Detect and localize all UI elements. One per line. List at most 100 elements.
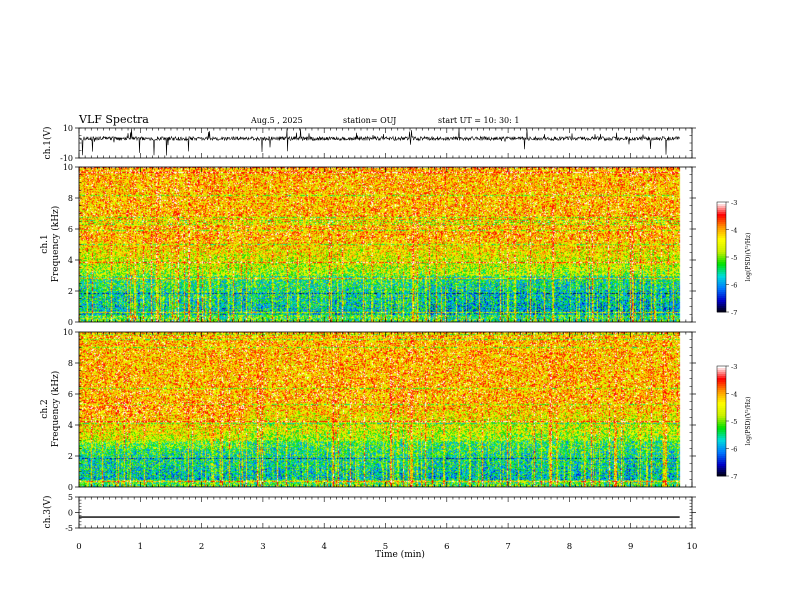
ch2-spectrogram-ylabel: Frequency (kHz) — [50, 371, 61, 448]
colorbar-swatch — [717, 226, 726, 229]
colorbar-swatch — [717, 310, 726, 313]
colorbar-swatch — [717, 458, 726, 461]
colorbar-swatch — [717, 272, 726, 275]
colorbar-swatch — [717, 222, 726, 225]
colorbar-swatch — [717, 296, 726, 299]
colorbar-swatch — [717, 368, 726, 371]
ch3-waveform-panel: 5 0 -5 ch.3(V) — [42, 493, 696, 533]
time-tick-label: 4 — [321, 542, 326, 552]
colorbar-swatch — [717, 228, 726, 231]
time-tick-label: 3 — [260, 542, 265, 552]
time-tick-label: 10 — [687, 542, 698, 552]
colorbar-swatch — [717, 242, 726, 245]
colorbar-swatch — [717, 240, 726, 243]
y-tick-label: 2 — [68, 452, 73, 461]
colorbar-swatch — [717, 298, 726, 301]
colorbar-swatch — [717, 404, 726, 407]
colorbar-swatch — [717, 420, 726, 423]
colorbar-swatch — [717, 212, 726, 215]
colorbar-label: log(PSD)(V²/Hz) — [745, 233, 752, 282]
colorbar-swatch — [717, 456, 726, 459]
y-tick-label: 0 — [68, 318, 73, 327]
colorbar-swatch — [717, 410, 726, 413]
colorbar-swatch — [717, 432, 726, 435]
y-tick-label: -10 — [60, 154, 73, 163]
colorbar-swatch — [717, 250, 726, 253]
colorbar-swatch — [717, 372, 726, 375]
colorbar-swatch — [717, 460, 726, 463]
colorbar-swatch — [717, 412, 726, 415]
colorbar-swatch — [717, 280, 726, 283]
colorbar-tick-label: -4 — [731, 391, 737, 399]
colorbar-swatch — [717, 248, 726, 251]
colorbar-swatch — [717, 210, 726, 213]
colorbar-swatch — [717, 394, 726, 397]
colorbar-swatch — [717, 392, 726, 395]
colorbar-swatch — [717, 380, 726, 383]
y-tick-label: 0 — [68, 483, 73, 492]
colorbar-swatch — [717, 290, 726, 293]
colorbar-tick-label: -6 — [731, 282, 737, 290]
colorbar-swatch — [717, 452, 726, 455]
colorbar-swatch — [717, 206, 726, 209]
colorbar-swatch — [717, 308, 726, 311]
colorbar-tick-label: -7 — [731, 309, 737, 317]
colorbar-swatch — [717, 300, 726, 303]
time-tick-label: 0 — [76, 542, 81, 552]
time-tick-label: 7 — [505, 542, 510, 552]
colorbar-swatch — [717, 370, 726, 373]
colorbar-tick-label: -4 — [731, 227, 737, 235]
colorbar-swatch — [717, 366, 726, 369]
colorbar-swatch — [717, 260, 726, 263]
time-tick-label: 5 — [383, 542, 388, 552]
colorbar-swatch — [717, 466, 726, 469]
time-tick-label: 2 — [199, 542, 204, 552]
ch2-colorbar: -3 -4 -5 -6 -7 log(PSD)(V²/Hz) — [716, 363, 752, 481]
ch2-spectrogram-panel: 0 2 4 6 8 10 ch.2 Frequency (kHz) -3 -4 -5 -6 -7 l… — [40, 328, 752, 492]
ch1-waveform-ylabel: ch.1(V) — [42, 127, 53, 160]
figure-title: VLF Spectra — [78, 113, 149, 126]
ch2-spectrogram-heatmap — [79, 332, 692, 487]
colorbar-swatch — [717, 446, 726, 449]
colorbar-swatch — [717, 422, 726, 425]
colorbar-swatch — [717, 386, 726, 389]
colorbar-swatch — [717, 376, 726, 379]
colorbar-swatch — [717, 382, 726, 385]
colorbar-swatch — [717, 414, 726, 417]
colorbar-swatch — [717, 402, 726, 405]
colorbar-swatch — [717, 244, 726, 247]
time-tick-label: 9 — [628, 542, 633, 552]
ch1-spectrogram-ticks: 0 2 4 6 8 10 — [63, 163, 696, 327]
ch3-waveform-ticks: 5 0 -5 — [65, 493, 696, 533]
colorbar-swatch — [717, 424, 726, 427]
colorbar-swatch — [717, 238, 726, 241]
colorbar-swatch — [717, 224, 726, 227]
time-axis-label: Time (min) — [375, 549, 425, 560]
colorbar-swatch — [717, 418, 726, 421]
colorbar-swatch — [717, 438, 726, 441]
colorbar-swatch — [717, 236, 726, 239]
colorbar-swatch — [717, 246, 726, 249]
colorbar-label: log(PSD)(V²/Hz) — [745, 397, 752, 446]
colorbar-swatch — [717, 378, 726, 381]
colorbar-swatch — [717, 292, 726, 295]
y-tick-label: 5 — [68, 493, 73, 502]
colorbar-swatch — [717, 474, 726, 477]
figure-start-time: start UT = 10: 30: 1 — [438, 116, 519, 125]
colorbar-swatch — [717, 204, 726, 207]
ch1-spectrogram-heatmap — [79, 167, 692, 322]
colorbar-swatch — [717, 388, 726, 391]
colorbar-swatch — [717, 232, 726, 235]
colorbar-swatch — [717, 400, 726, 403]
ch2-spectrogram-ticks: 0 2 4 6 8 10 — [63, 328, 696, 492]
figure-date: Aug.5 , 2025 — [250, 116, 303, 125]
time-axis: 0 1 2 3 4 5 6 7 8 9 10 — [76, 542, 697, 552]
y-tick-label: 0 — [68, 509, 73, 518]
colorbar-swatch — [717, 450, 726, 453]
colorbar-swatch — [717, 278, 726, 281]
colorbar-swatch — [717, 276, 726, 279]
colorbar-swatch — [717, 442, 726, 445]
colorbar-swatch — [717, 390, 726, 393]
y-tick-label: 6 — [68, 390, 73, 399]
